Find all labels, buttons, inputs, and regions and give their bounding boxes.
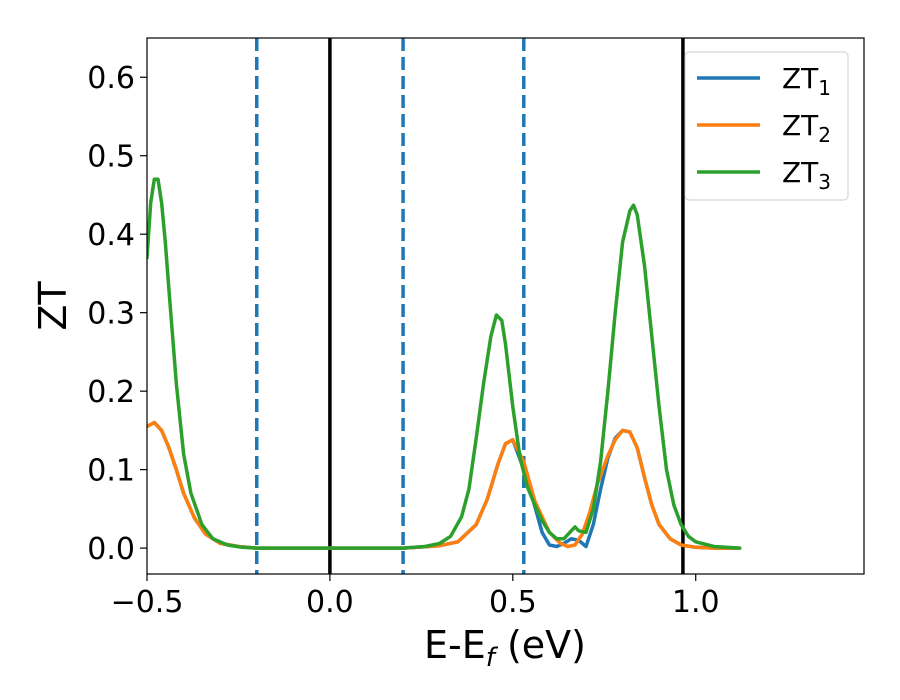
y-tick-label: 0.4 — [87, 218, 135, 253]
y-tick-label: 0.1 — [87, 454, 135, 489]
y-tick-label: 0.5 — [87, 140, 135, 175]
reference-lines — [254, 38, 685, 574]
y-axis-title: ZT — [31, 281, 75, 331]
legend-label-zt2: ZT2 — [782, 109, 831, 147]
legend: ZT1 ZT2 ZT3 — [684, 51, 849, 201]
x-axis-title-unit: (eV) — [495, 623, 586, 667]
x-tick-label: −0.5 — [111, 585, 184, 620]
x-axis: −0.5 0.0 0.5 1.0 — [111, 574, 720, 620]
y-tick-label: 0.2 — [87, 375, 135, 410]
series-lines — [147, 177, 742, 550]
legend-label-zt3: ZT3 — [782, 156, 831, 194]
y-tick-label: 0.6 — [87, 61, 135, 96]
y-axis: 0.0 0.1 0.2 0.3 0.4 0.5 0.6 — [87, 61, 147, 567]
x-tick-label: 0.5 — [489, 585, 537, 620]
plot-frame — [146, 37, 865, 575]
x-axis-title-main: E-E — [424, 623, 486, 667]
series-line-zt3 — [147, 177, 742, 550]
x-axis-title: E-Ef (eV) — [424, 623, 586, 673]
legend-box — [684, 51, 849, 201]
y-tick-label: 0.0 — [87, 532, 135, 567]
y-tick-label: 0.3 — [87, 297, 135, 332]
x-tick-label: 1.0 — [672, 585, 720, 620]
x-tick-label: 0.0 — [306, 585, 354, 620]
legend-label-zt1: ZT1 — [782, 62, 831, 100]
